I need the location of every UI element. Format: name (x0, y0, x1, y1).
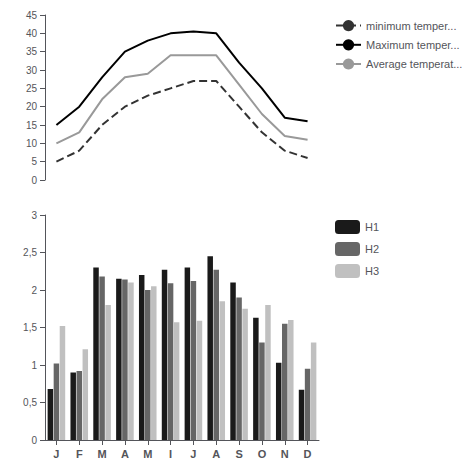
svg-text:H2: H2 (365, 243, 379, 255)
svg-text:S: S (235, 448, 242, 460)
svg-text:F: F (76, 448, 83, 460)
svg-text:minimum temper...: minimum temper... (366, 20, 456, 32)
svg-text:M: M (143, 448, 152, 460)
svg-text:A: A (212, 448, 220, 460)
svg-text:D: D (304, 448, 312, 460)
svg-text:40: 40 (26, 28, 38, 39)
svg-text:10: 10 (26, 138, 38, 149)
svg-text:O: O (258, 448, 267, 460)
svg-text:I: I (169, 448, 172, 460)
svg-text:Average temperat...: Average temperat... (366, 58, 462, 70)
svg-text:30: 30 (26, 65, 38, 76)
svg-text:0: 0 (31, 175, 37, 186)
svg-text:A: A (121, 448, 129, 460)
svg-text:25: 25 (26, 83, 38, 94)
svg-text:H3: H3 (365, 265, 379, 277)
svg-text:2: 2 (31, 285, 37, 296)
svg-text:1,5: 1,5 (23, 322, 37, 333)
svg-text:M: M (97, 448, 106, 460)
svg-text:Maximum temper...: Maximum temper... (366, 39, 460, 51)
svg-text:0,5: 0,5 (23, 397, 37, 408)
svg-text:N: N (281, 448, 289, 460)
svg-text:3: 3 (31, 210, 37, 221)
svg-text:35: 35 (26, 46, 38, 57)
svg-text:5: 5 (31, 156, 37, 167)
svg-text:0: 0 (31, 435, 37, 446)
svg-text:J: J (53, 448, 59, 460)
svg-text:1: 1 (31, 360, 37, 371)
svg-text:J: J (190, 448, 196, 460)
svg-text:2,5: 2,5 (23, 247, 37, 258)
svg-text:15: 15 (26, 120, 38, 131)
svg-text:20: 20 (26, 101, 38, 112)
svg-text:45: 45 (26, 10, 38, 21)
svg-text:H1: H1 (365, 221, 379, 233)
